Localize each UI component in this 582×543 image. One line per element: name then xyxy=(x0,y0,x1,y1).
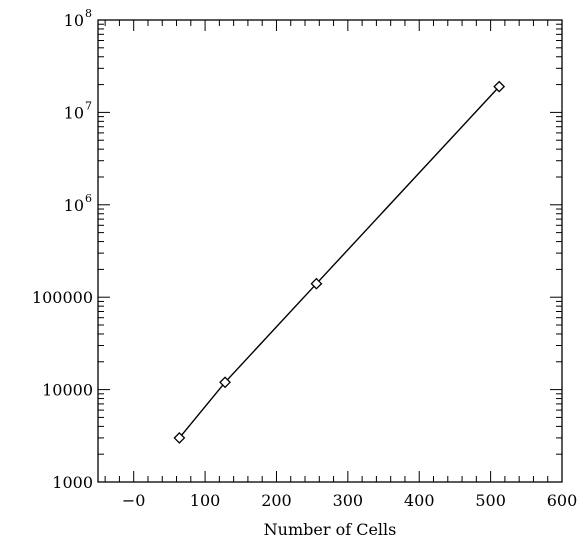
data-point-diamond xyxy=(173,431,186,444)
y-tick-label: 10 xyxy=(64,196,84,215)
x-tick-label: 400 xyxy=(404,491,435,510)
series-line xyxy=(178,86,500,439)
y-tick-label-exponent: 7 xyxy=(85,99,92,112)
y-tick-label: 10 xyxy=(64,103,84,122)
y-tick-label: 1000 xyxy=(52,473,93,492)
y-tick-label: 10 xyxy=(64,11,84,30)
y-tick-label: 10000 xyxy=(42,381,93,400)
y-tick-label-exponent: 6 xyxy=(85,192,92,205)
data-markers xyxy=(173,80,506,444)
y-tick-label: 100000 xyxy=(32,288,93,307)
x-tick-label: 300 xyxy=(333,491,364,510)
data-point-diamond xyxy=(219,376,231,389)
x-tick-label: 600 xyxy=(547,491,578,510)
plot-frame xyxy=(97,19,563,483)
x-axis-label: Number of Cells xyxy=(264,520,397,539)
x-tick-label: 100 xyxy=(190,491,221,510)
y-tick-label-exponent: 8 xyxy=(85,7,92,20)
x-tick-label: 500 xyxy=(475,491,506,510)
x-tick-label: −0 xyxy=(122,491,146,510)
x-tick-label: 200 xyxy=(261,491,292,510)
data-point-diamond xyxy=(310,277,323,290)
x-tick-labels: −0 100 200 300 400 500 600 xyxy=(122,491,577,510)
data-point-diamond xyxy=(493,80,506,93)
axis-ticks xyxy=(98,19,563,483)
